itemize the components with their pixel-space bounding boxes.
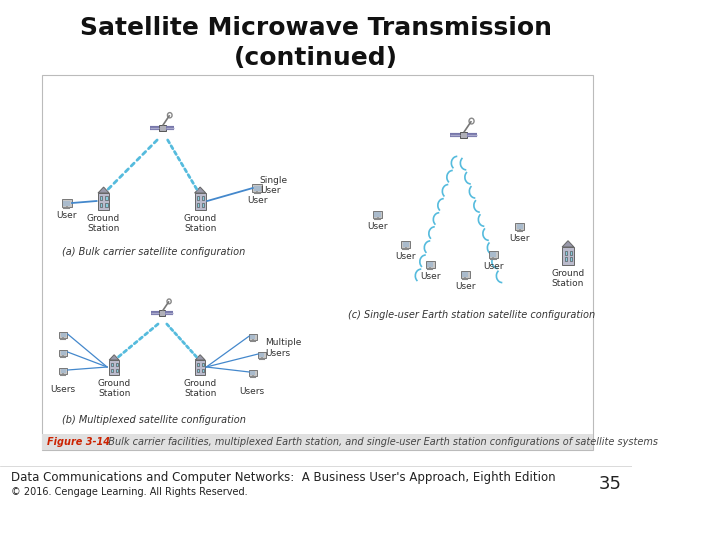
Text: Ground
Station: Ground Station (184, 379, 217, 399)
FancyBboxPatch shape (490, 252, 497, 256)
FancyBboxPatch shape (42, 75, 593, 450)
Polygon shape (195, 355, 205, 360)
FancyBboxPatch shape (42, 434, 593, 450)
FancyBboxPatch shape (249, 334, 257, 340)
FancyBboxPatch shape (402, 242, 409, 246)
Text: User: User (56, 211, 77, 220)
FancyBboxPatch shape (98, 193, 109, 210)
Text: Multiple
Users: Multiple Users (265, 338, 302, 357)
FancyBboxPatch shape (202, 203, 204, 207)
FancyBboxPatch shape (106, 197, 107, 200)
FancyBboxPatch shape (197, 363, 199, 366)
FancyBboxPatch shape (460, 132, 467, 138)
FancyBboxPatch shape (59, 368, 67, 374)
FancyBboxPatch shape (112, 363, 113, 366)
Text: User: User (455, 282, 475, 291)
Text: User: User (367, 222, 388, 231)
Text: Users: Users (50, 385, 76, 394)
Text: User: User (483, 262, 503, 271)
FancyBboxPatch shape (374, 212, 381, 217)
Text: (b) Multiplexed satellite configuration: (b) Multiplexed satellite configuration (62, 415, 246, 425)
FancyBboxPatch shape (194, 193, 206, 210)
Text: User: User (247, 196, 267, 205)
FancyBboxPatch shape (249, 369, 257, 376)
Text: Single
User: Single User (260, 176, 288, 195)
FancyBboxPatch shape (202, 369, 204, 372)
FancyBboxPatch shape (373, 211, 382, 218)
FancyBboxPatch shape (259, 353, 264, 356)
FancyBboxPatch shape (564, 258, 567, 261)
FancyBboxPatch shape (60, 351, 66, 354)
Text: Ground
Station: Ground Station (97, 379, 131, 399)
Text: Ground
Station: Ground Station (87, 214, 120, 233)
Text: Data Communications and Computer Networks:  A Business User's Approach, Eighth E: Data Communications and Computer Network… (11, 471, 555, 484)
FancyBboxPatch shape (570, 251, 572, 254)
Text: (continued): (continued) (234, 46, 398, 70)
Text: © 2016. Cengage Learning. All Rights Reserved.: © 2016. Cengage Learning. All Rights Res… (11, 487, 247, 497)
FancyBboxPatch shape (197, 197, 199, 200)
FancyBboxPatch shape (462, 272, 469, 276)
Polygon shape (98, 187, 109, 193)
FancyBboxPatch shape (197, 369, 199, 372)
FancyBboxPatch shape (62, 199, 71, 207)
FancyBboxPatch shape (159, 125, 166, 131)
FancyBboxPatch shape (112, 369, 113, 372)
FancyBboxPatch shape (570, 258, 572, 261)
FancyBboxPatch shape (116, 363, 117, 366)
FancyBboxPatch shape (461, 271, 469, 278)
FancyBboxPatch shape (159, 310, 166, 316)
Text: Ground
Station: Ground Station (552, 269, 585, 288)
FancyBboxPatch shape (562, 247, 574, 265)
FancyBboxPatch shape (489, 251, 498, 258)
FancyBboxPatch shape (401, 241, 410, 248)
FancyBboxPatch shape (106, 203, 107, 207)
FancyBboxPatch shape (116, 369, 117, 372)
Text: (a) Bulk carrier satellite configuration: (a) Bulk carrier satellite configuration (62, 247, 246, 257)
FancyBboxPatch shape (101, 197, 102, 200)
Polygon shape (562, 241, 574, 247)
Text: User: User (420, 272, 441, 281)
FancyBboxPatch shape (426, 261, 435, 268)
FancyBboxPatch shape (253, 186, 261, 191)
Text: 35: 35 (598, 475, 621, 493)
FancyBboxPatch shape (253, 184, 262, 192)
Text: Ground
Station: Ground Station (184, 214, 217, 233)
FancyBboxPatch shape (427, 262, 433, 267)
FancyBboxPatch shape (251, 371, 256, 375)
Text: (c) Single-user Earth station satellite configuration: (c) Single-user Earth station satellite … (348, 310, 595, 320)
FancyBboxPatch shape (59, 349, 67, 356)
FancyBboxPatch shape (101, 203, 102, 207)
FancyBboxPatch shape (60, 333, 66, 336)
FancyBboxPatch shape (258, 352, 266, 358)
Text: Satellite Microwave Transmission: Satellite Microwave Transmission (80, 16, 552, 40)
FancyBboxPatch shape (202, 363, 204, 366)
FancyBboxPatch shape (60, 369, 66, 373)
Text: Users: Users (239, 387, 264, 396)
FancyBboxPatch shape (63, 200, 71, 206)
FancyBboxPatch shape (195, 360, 205, 375)
FancyBboxPatch shape (564, 251, 567, 254)
FancyBboxPatch shape (517, 224, 523, 228)
Polygon shape (194, 187, 206, 193)
FancyBboxPatch shape (59, 332, 67, 338)
Polygon shape (109, 355, 119, 360)
Text: Bulk carrier facilities, multiplexed Earth station, and single-user Earth statio: Bulk carrier facilities, multiplexed Ear… (102, 437, 658, 447)
Text: User: User (510, 234, 530, 243)
FancyBboxPatch shape (251, 335, 256, 339)
FancyBboxPatch shape (197, 203, 199, 207)
FancyBboxPatch shape (109, 360, 119, 375)
Text: Figure 3-14: Figure 3-14 (47, 437, 109, 447)
FancyBboxPatch shape (202, 197, 204, 200)
FancyBboxPatch shape (516, 223, 524, 230)
Text: User: User (395, 252, 416, 261)
